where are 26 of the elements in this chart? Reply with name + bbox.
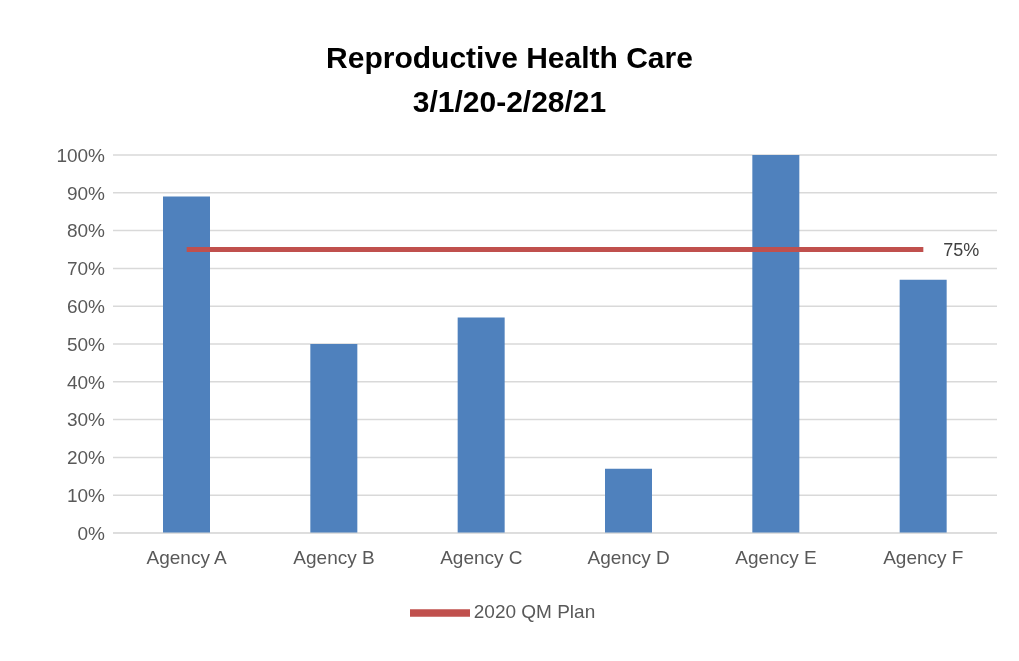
y-tick-label: 80% <box>66 220 106 242</box>
x-tick-label: Agency B <box>293 547 375 569</box>
y-tick-label: 30% <box>66 409 106 431</box>
bar <box>310 344 358 533</box>
x-tick-label: Agency E <box>735 547 817 569</box>
y-tick-label: 20% <box>66 447 106 469</box>
x-tick-label: Agency A <box>146 547 228 569</box>
x-tick-label: Agency F <box>883 547 964 569</box>
x-tick-label: Agency C <box>440 547 523 569</box>
y-tick-label: 60% <box>66 295 106 317</box>
y-tick-label: 100% <box>56 144 106 166</box>
y-tick-label: 70% <box>66 258 106 280</box>
bar <box>457 317 505 533</box>
y-tick-label: 40% <box>66 371 106 393</box>
bar <box>605 468 652 533</box>
y-tick-label: 90% <box>66 182 106 204</box>
y-tick-label: 50% <box>66 333 106 355</box>
chart-title: Reproductive Health Care 3/1/20-2/28/21 <box>325 40 694 120</box>
data-label: 75% <box>943 239 980 260</box>
y-tick-label: 0% <box>77 522 106 544</box>
legend-label: 2020 QM Plan <box>473 601 596 623</box>
y-tick-label: 10% <box>66 484 106 506</box>
bar <box>163 196 210 533</box>
x-tick-label: Agency D <box>587 547 670 569</box>
bar <box>899 279 947 533</box>
bar <box>752 155 800 533</box>
